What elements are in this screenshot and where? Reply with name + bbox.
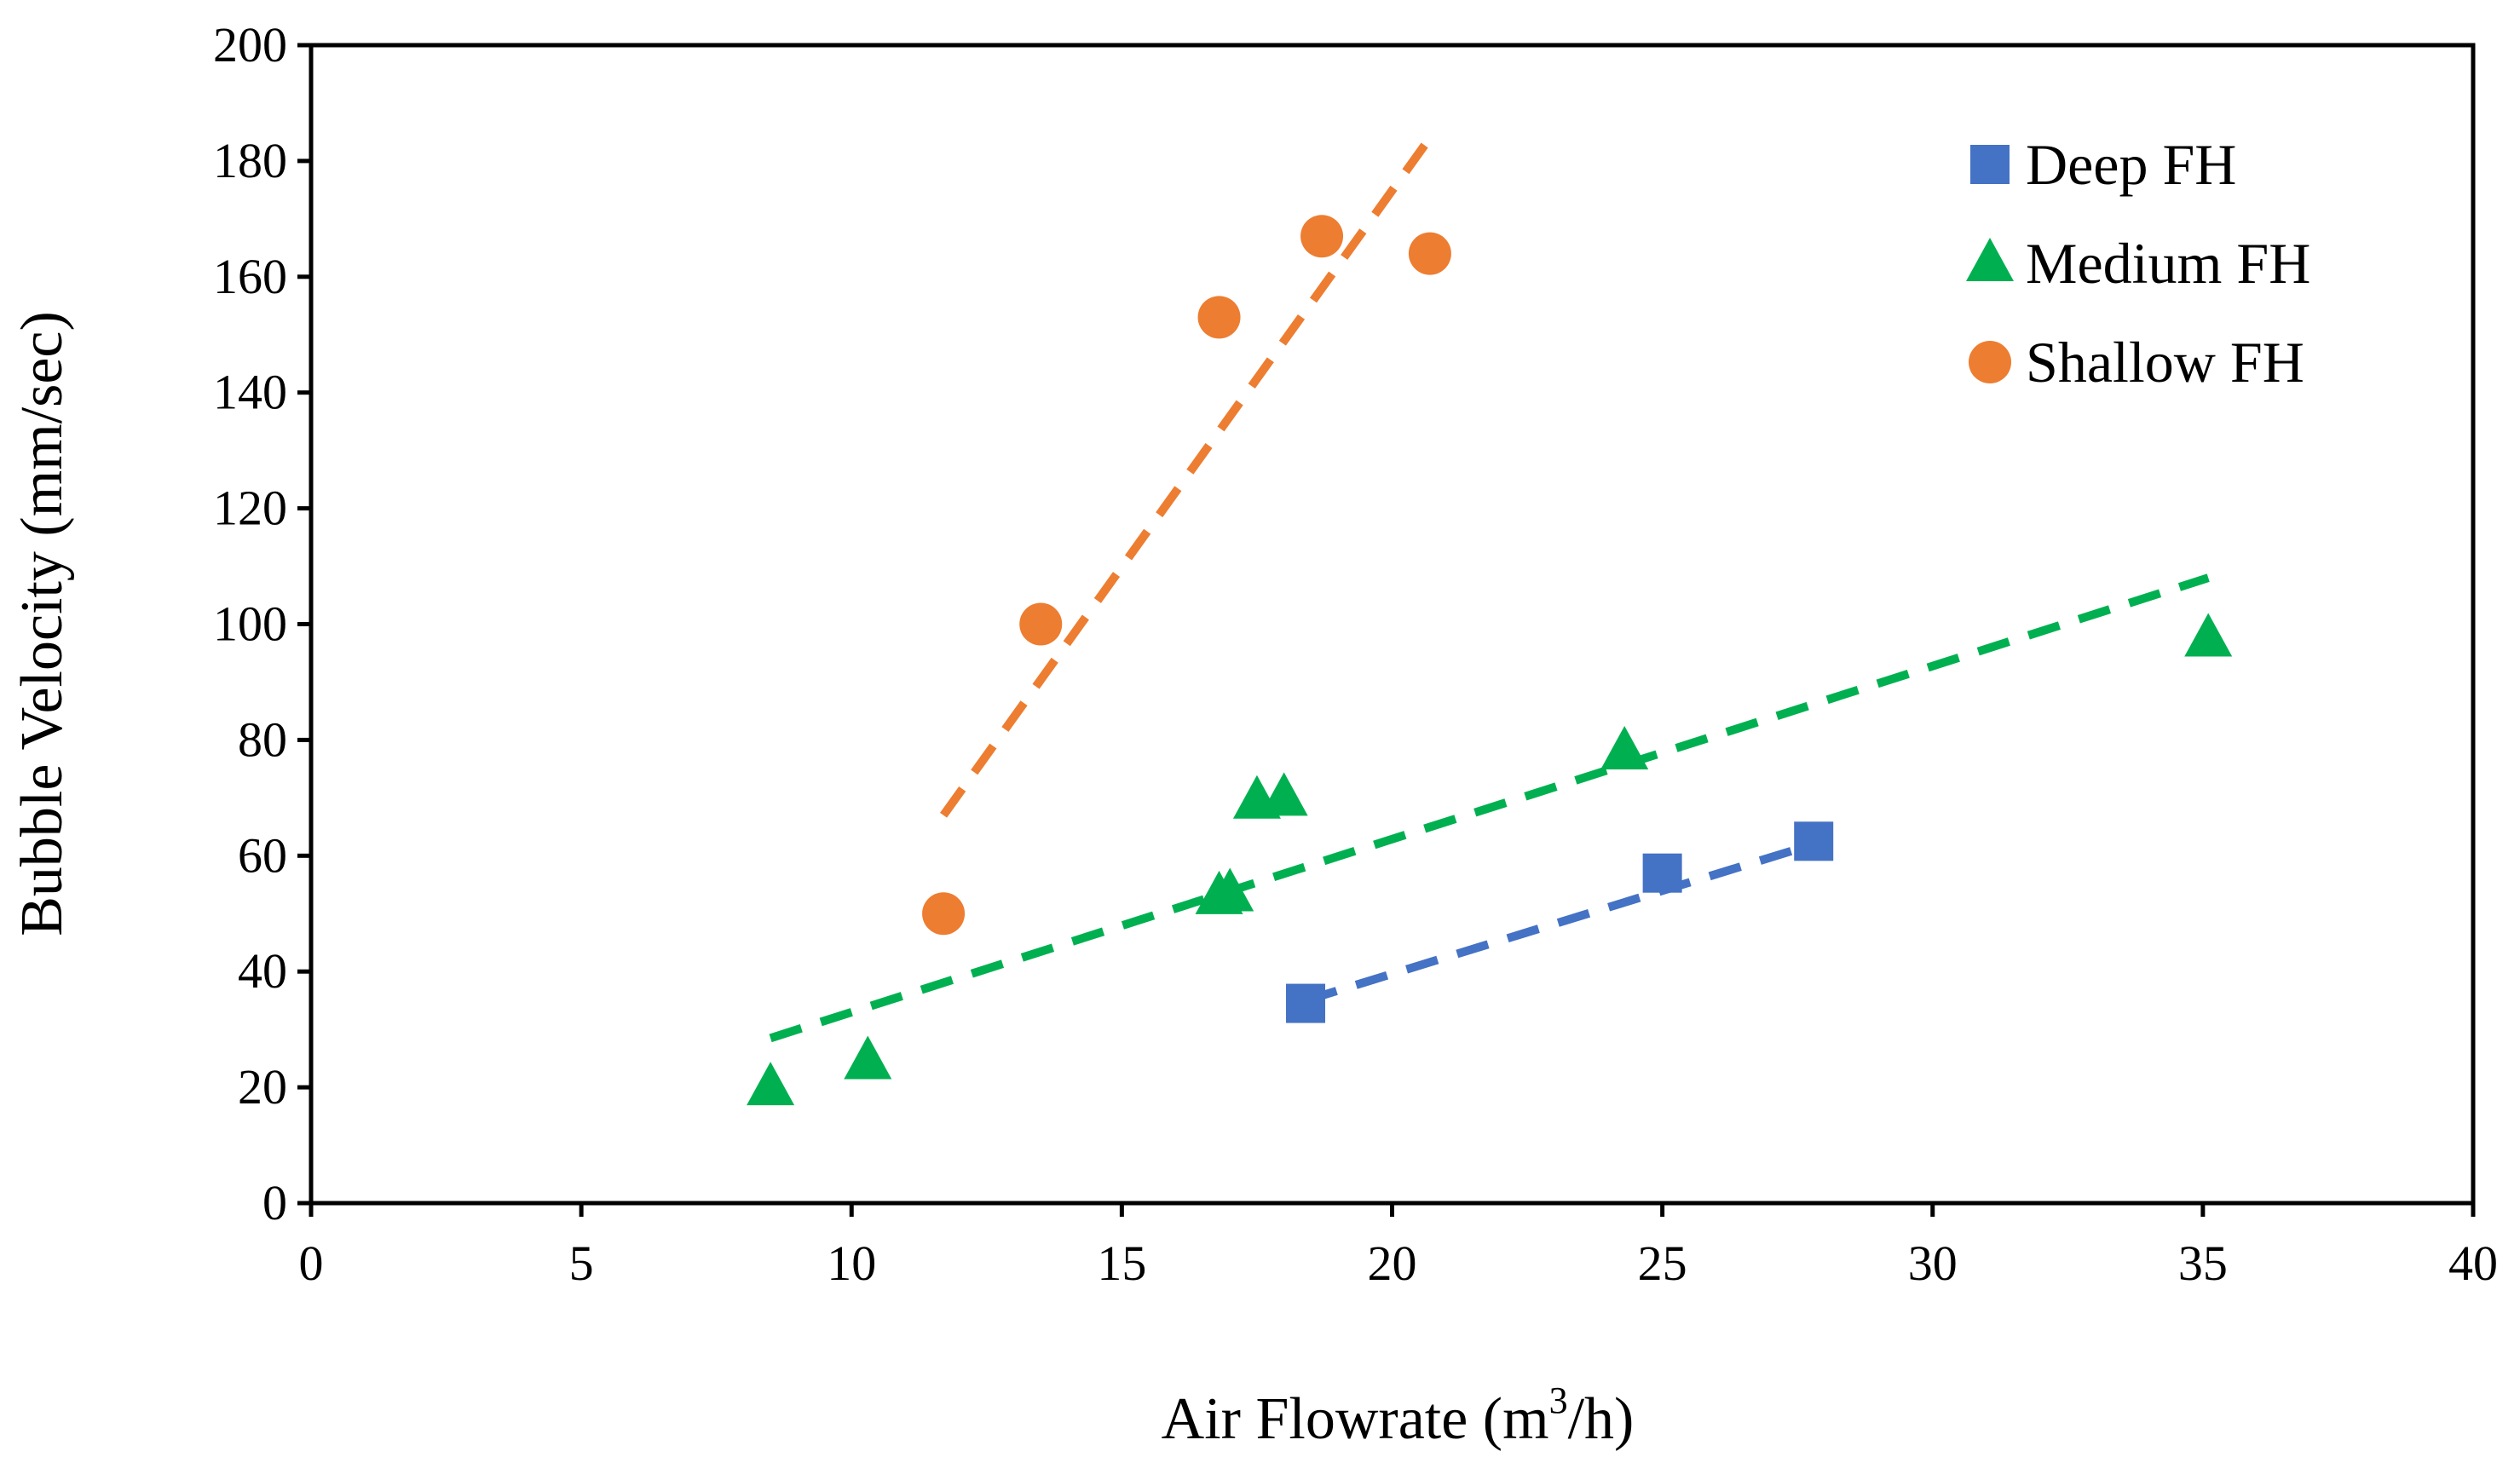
data-point-deep-fh — [1286, 983, 1326, 1023]
x-tick-label: 10 — [827, 1235, 876, 1291]
data-point-medium-fh — [1206, 867, 1254, 912]
y-tick-label: 60 — [238, 827, 287, 883]
data-point-shallow-fh — [1408, 232, 1451, 275]
y-tick-label: 40 — [238, 943, 287, 999]
y-tick-label: 160 — [213, 249, 287, 304]
plot-area-frame — [309, 43, 2476, 1206]
y-tick-label: 100 — [213, 596, 287, 652]
x-axis-title-superscript: 3 — [1549, 1379, 1568, 1421]
data-point-shallow-fh — [1300, 215, 1344, 258]
legend-marker-deep-fh — [1970, 145, 2010, 184]
y-tick-label: 20 — [238, 1059, 287, 1115]
data-point-medium-fh — [844, 1035, 892, 1080]
x-tick-label: 25 — [1638, 1235, 1687, 1291]
y-tick-label: 200 — [213, 17, 287, 72]
trendlines — [769, 135, 2210, 1043]
x-tick-label: 40 — [2448, 1235, 2498, 1291]
legend: Deep FH Medium FH Shallow FH — [1966, 132, 2310, 395]
legend-marker-shallow-fh — [1969, 341, 2011, 383]
x-tick-label: 0 — [299, 1235, 324, 1291]
y-tick-label: 140 — [213, 365, 287, 420]
data-point-medium-fh — [1600, 725, 1649, 769]
x-tick-label: 15 — [1097, 1235, 1146, 1291]
legend-marker-medium-fh — [1966, 238, 2014, 281]
data-point-deep-fh — [1794, 821, 1834, 861]
data-point-deep-fh — [1642, 853, 1682, 893]
data-point-medium-fh — [2184, 613, 2233, 657]
y-tick-label: 0 — [262, 1175, 287, 1230]
trendline-deep-fh — [1304, 839, 1815, 1005]
legend-label-shallow-fh: Shallow FH — [2026, 330, 2304, 395]
x-tick-label: 35 — [2178, 1235, 2228, 1291]
legend-label-medium-fh: Medium FH — [2026, 231, 2310, 296]
y-axis-ticks: 0 20 40 60 80 100 120 140 160 180 200 — [213, 17, 311, 1230]
data-point-shallow-fh — [922, 892, 966, 936]
data-point-medium-fh — [1260, 772, 1308, 816]
x-axis-title-suffix: /h) — [1568, 1386, 1635, 1452]
data-point-shallow-fh — [1019, 602, 1063, 646]
data-point-medium-fh — [747, 1062, 795, 1106]
y-tick-label: 80 — [238, 711, 287, 767]
x-tick-label: 30 — [1908, 1235, 1958, 1291]
legend-label-deep-fh: Deep FH — [2026, 132, 2236, 197]
x-axis-title: Air Flowrate (m3/h) — [1162, 1379, 1635, 1452]
y-tick-label: 120 — [213, 481, 287, 536]
data-points — [747, 215, 2233, 1106]
x-axis-ticks: 0 5 10 15 20 25 30 35 40 — [299, 1203, 2498, 1291]
x-axis-title-main: Air Flowrate (m — [1162, 1386, 1549, 1452]
data-point-shallow-fh — [1197, 296, 1241, 339]
y-axis-title: Bubble Velocity (mm/sec) — [9, 311, 75, 936]
x-tick-label: 20 — [1368, 1235, 1417, 1291]
x-tick-label: 5 — [569, 1235, 594, 1291]
y-tick-label: 180 — [213, 133, 287, 188]
trendline-shallow-fh — [940, 135, 1433, 818]
trendline-medium-fh — [769, 573, 2210, 1043]
